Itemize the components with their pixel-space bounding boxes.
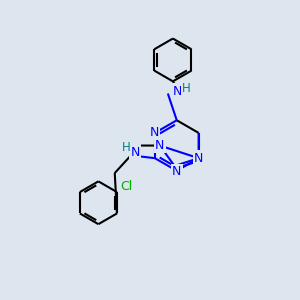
Text: N: N (194, 152, 203, 165)
Text: H: H (122, 141, 130, 154)
Text: Cl: Cl (120, 180, 132, 194)
Text: H: H (182, 82, 190, 95)
Text: N: N (150, 126, 159, 139)
Text: N: N (130, 146, 140, 159)
Text: N: N (173, 85, 182, 98)
Text: N: N (155, 139, 164, 152)
Text: N: N (172, 165, 182, 178)
